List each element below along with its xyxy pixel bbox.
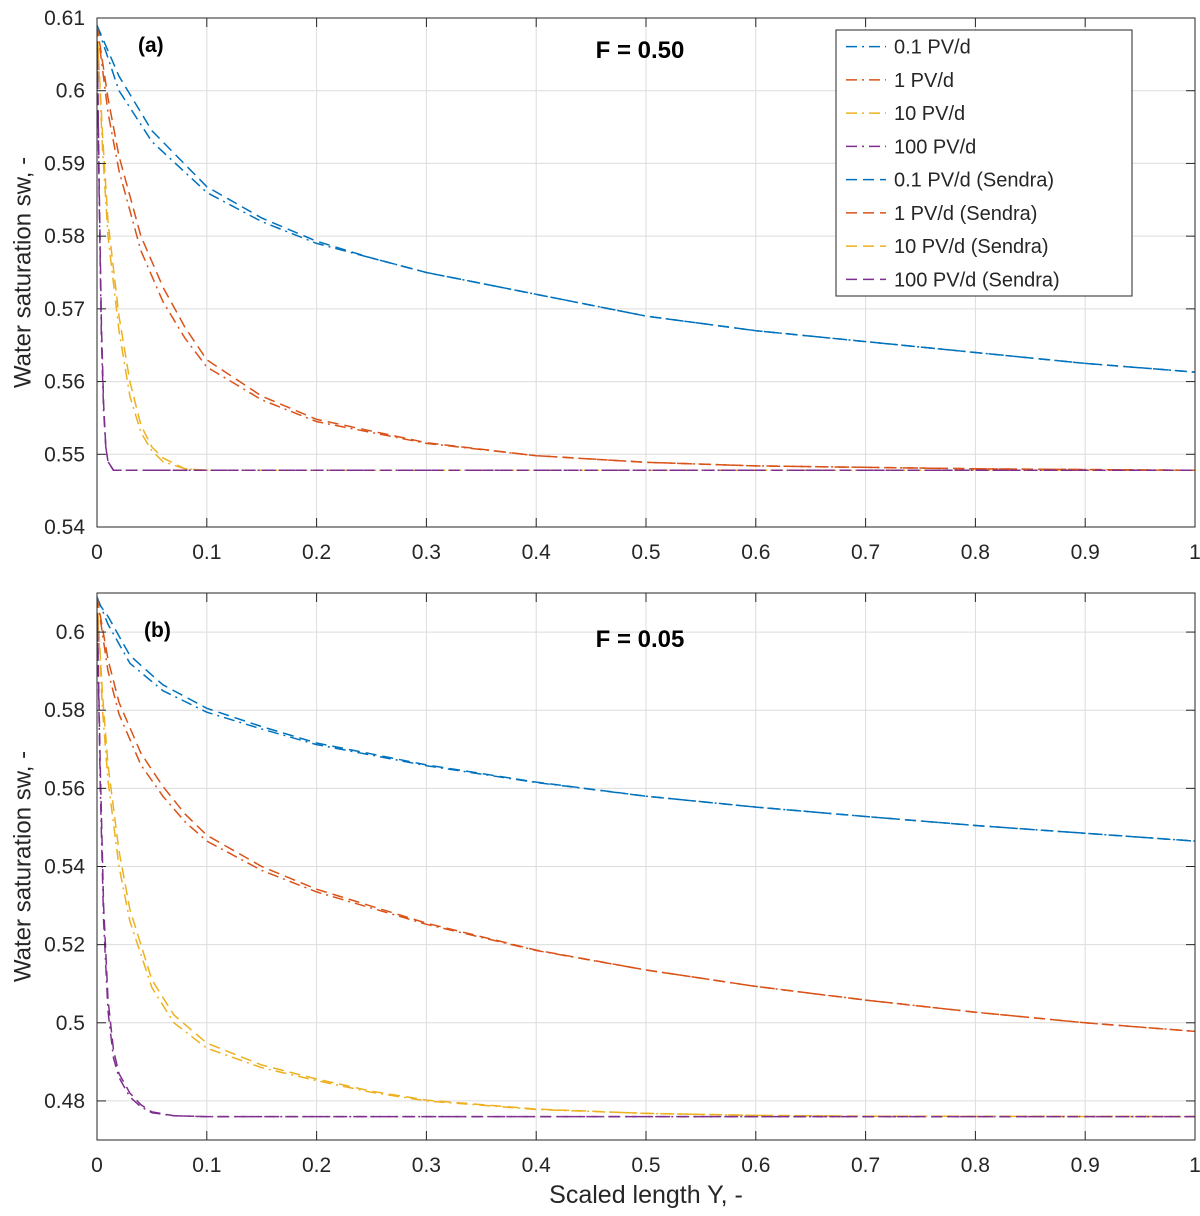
series-line-dashdot-2 [97,25,1195,472]
y-tick-label: 0.5 [56,1012,85,1035]
y-tick-label: 0.54 [44,516,85,539]
x-tick-label: 0.2 [302,541,331,564]
x-tick-label: 1 [1189,1154,1200,1177]
panel-b: 0 0.1 0.2 0.3 0.4 0.5 0.6 0.7 0.8 0.9 1 0.48 0.5 0.52… [9,592,1200,1177]
x-tick-label: 0.8 [961,1154,990,1177]
legend-entry-label: 1 PV/d (Sendra) [894,203,1037,225]
y-tick-label: 0.58 [44,699,85,722]
series-line-sendra-7 [97,25,1195,472]
series-group [97,25,1195,472]
series-line-dashdot-3 [97,596,1195,1118]
y-tick-label: 0.59 [44,152,85,175]
y-tick-label: 0.52 [44,934,85,957]
panel-a: 0 0.1 0.2 0.3 0.4 0.5 0.6 0.7 0.8 0.9 1 0.54 0.55 0.5… [9,7,1200,564]
chart-title: F = 0.05 [596,626,685,653]
y-tick-label: 0.56 [44,371,85,394]
x-tick-label: 0.1 [192,1154,221,1177]
x-tick-label: 0.6 [741,1154,770,1177]
series-line-sendra-5 [97,25,1195,472]
series-line-dashdot-2 [97,596,1195,1118]
y-axis-label: Water saturation sw, - [9,157,36,388]
legend-entry-label: 0.1 PV/d [894,37,971,59]
x-tick-label: 0.6 [741,541,770,564]
y-tick-label: 0.6 [56,80,85,103]
y-tick-label: 0.54 [44,856,85,879]
y-tick-label: 0.48 [44,1090,85,1113]
x-tick-label: 0.9 [1071,541,1100,564]
legend-entry-label: 10 PV/d (Sendra) [894,236,1049,258]
series-line-sendra-4 [97,600,1195,842]
y-tick-label: 0.61 [44,7,85,30]
y-tick-label: 0.58 [44,225,85,248]
y-tick-label: 0.57 [44,298,85,321]
series-line-sendra-6 [97,596,1195,1118]
y-tick-label: 0.55 [44,443,85,466]
x-tick-label: 0.4 [522,541,552,564]
series-line-dashdot-0 [97,596,1195,842]
x-tick-label: 0 [91,1154,103,1177]
series-line-sendra-4 [97,25,1195,373]
legend-entry-label: 10 PV/d [894,103,965,125]
x-tick-label: 0.1 [192,541,221,564]
legend: 0.1 PV/d 1 PV/d 10 PV/d 100 PV/d 0.1 PV/d (S… [835,29,1133,297]
x-axis-label: Scaled length Y, - [549,1181,743,1209]
x-tick-label: 0.5 [631,541,660,564]
x-tick-label: 0 [91,541,103,564]
x-tick-label: 0.9 [1071,1154,1100,1177]
y-tick-label: 0.6 [56,621,85,644]
x-tick-label: 0.3 [412,1154,441,1177]
legend-entry-label: 100 PV/d (Sendra) [894,269,1060,291]
legend-box [835,29,1133,297]
x-tick-label: 0.8 [961,541,990,564]
x-tick-label: 0.7 [851,541,880,564]
series-group [97,596,1195,1118]
y-tick-label: 0.56 [44,777,85,800]
chart-title: F = 0.50 [596,37,685,64]
legend-entry-label: 1 PV/d [894,70,954,92]
x-tick-label: 0.3 [412,541,441,564]
x-tick-label: 0.4 [522,1154,552,1177]
x-tick-label: 0.5 [631,1154,660,1177]
x-tick-label: 0.2 [302,1154,331,1177]
panel-label: (b) [144,619,171,642]
panel-label: (a) [138,34,164,57]
legend-entry-label: 100 PV/d [894,136,976,158]
x-tick-label: 0.7 [851,1154,880,1177]
legend-entry-label: 0.1 PV/d (Sendra) [894,170,1054,192]
x-tick-label: 1 [1189,541,1200,564]
series-line-sendra-5 [97,596,1195,1033]
y-axis-label: Water saturation sw, - [9,751,36,982]
